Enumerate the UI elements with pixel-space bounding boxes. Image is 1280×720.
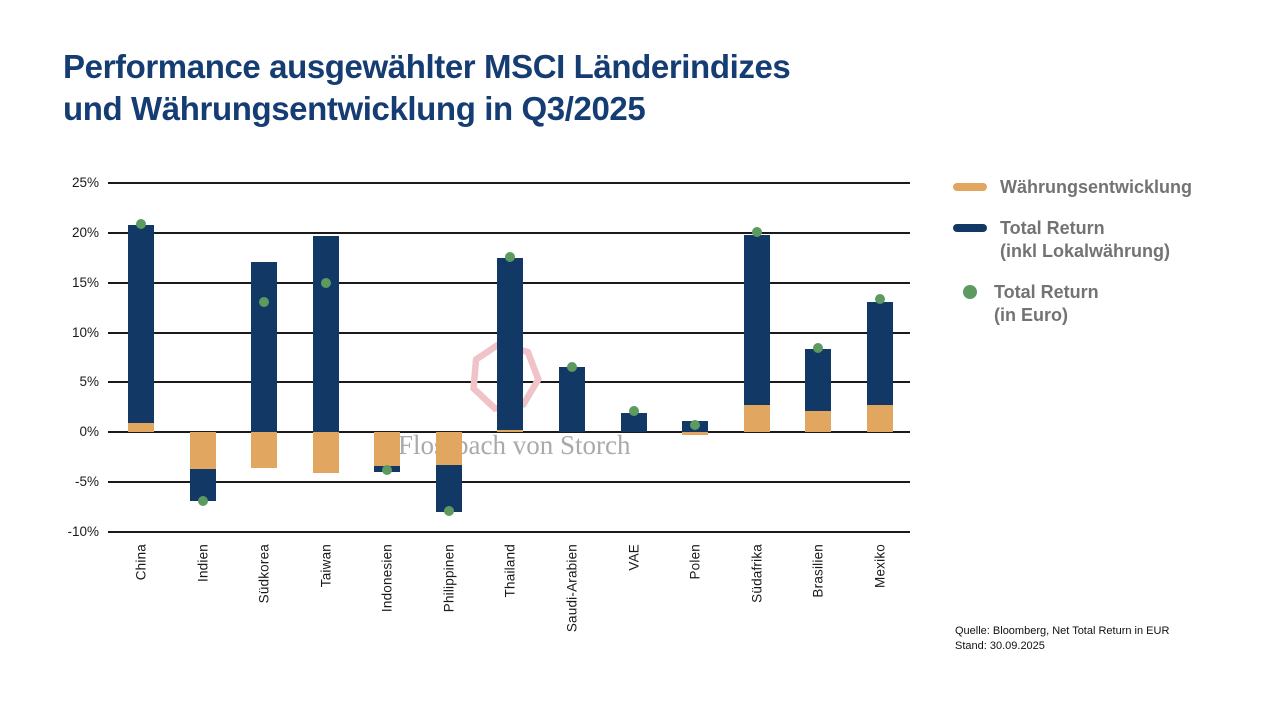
x-axis-label: Philippinen	[441, 544, 457, 613]
y-axis-label: 5%	[79, 374, 99, 390]
x-axis-label: Polen	[687, 544, 703, 580]
bar-segment-currency	[128, 423, 154, 433]
y-axis-label: 0%	[79, 424, 99, 440]
legend-label: Total Return (in Euro)	[994, 281, 1099, 327]
y-axis-label: 25%	[71, 175, 99, 190]
euro-return-dot	[813, 342, 824, 353]
x-axis-label: Südafrika	[749, 544, 765, 603]
y-axis-label: -10%	[67, 524, 99, 539]
bar-segment-total-return-local	[805, 348, 832, 412]
bar-segment-currency	[682, 432, 709, 436]
x-axis-label: China	[133, 544, 149, 581]
x-axis-label: VAE	[626, 544, 642, 571]
bar-segment-total-return-local	[620, 413, 647, 433]
euro-return-dot	[567, 362, 578, 373]
bar-segment-total-return-local	[497, 257, 524, 431]
legend-label-line1: Total Return	[1000, 218, 1105, 238]
y-axis-label: -5%	[74, 474, 99, 490]
gridline	[108, 182, 910, 184]
legend-item-total-return-local: Total Return (inkl Lokalwährung)	[953, 217, 1170, 263]
source-line2: Stand: 30.09.2025	[955, 640, 1045, 652]
gridline	[108, 481, 910, 484]
gridline	[108, 531, 910, 533]
x-axis-label: Thailand	[502, 544, 518, 598]
page-title: Performance ausgewählter MSCI Länderindi…	[63, 46, 791, 130]
x-axis-label: Saudi-Arabien	[564, 544, 580, 633]
euro-return-dot	[259, 296, 270, 307]
euro-return-dot-icon	[963, 285, 977, 299]
bar-segment-total-return-local	[435, 465, 462, 513]
legend-label-line2: (in Euro)	[994, 305, 1068, 325]
bar-segment-total-return-local	[251, 261, 278, 433]
bar-segment-total-return-local	[128, 224, 154, 424]
x-axis-label: Brasilien	[810, 544, 826, 598]
euro-return-dot	[443, 506, 454, 517]
bar-segment-total-return-local	[743, 234, 770, 406]
bar-segment-currency	[743, 405, 770, 433]
euro-return-dot	[320, 277, 331, 288]
euro-return-dot	[382, 465, 393, 476]
x-axis-label: Taiwan	[318, 544, 334, 588]
bar-segment-total-return-local	[559, 367, 586, 433]
bar-segment-total-return-local	[312, 235, 339, 433]
bar-segment-currency	[805, 411, 832, 433]
euro-return-dot	[136, 218, 146, 229]
total-return-swatch-icon	[953, 224, 987, 232]
bar-segment-currency	[866, 405, 893, 433]
euro-return-dot	[690, 420, 701, 431]
x-axis-label: Indonesien	[379, 544, 395, 613]
legend-item-currency: Währungsentwicklung	[953, 176, 1192, 199]
page-title-line1: Performance ausgewählter MSCI Länderindi…	[63, 48, 791, 85]
legend-label-line1: Total Return	[994, 282, 1099, 302]
bar-segment-currency	[435, 432, 462, 466]
bar-segment-total-return-local	[866, 301, 893, 406]
euro-return-dot	[874, 293, 885, 304]
legend-item-total-return-euro: Total Return (in Euro)	[953, 281, 1099, 327]
y-axis-label: 15%	[71, 274, 99, 290]
bar-segment-currency	[251, 432, 278, 469]
x-axis-label: Mexiko	[872, 544, 888, 588]
source-line1: Quelle: Bloomberg, Net Total Return in E…	[955, 625, 1170, 637]
bar-segment-currency	[189, 432, 216, 470]
bar-segment-total-return-local	[189, 469, 216, 502]
bar-segment-currency	[374, 432, 401, 467]
currency-swatch-icon	[953, 183, 987, 191]
source-note: Quelle: Bloomberg, Net Total Return in E…	[955, 624, 1169, 654]
legend-label-line2: (inkl Lokalwährung)	[1000, 241, 1171, 261]
gridline	[108, 431, 910, 434]
x-axis-label: Indien	[195, 544, 211, 582]
y-axis-label: 10%	[71, 324, 99, 340]
page-title-line2: und Währungsentwicklung in Q3/2025	[63, 90, 646, 127]
bar-segment-currency	[497, 430, 524, 433]
x-axis-label: Südkorea	[256, 544, 272, 604]
euro-return-dot	[197, 496, 208, 507]
legend-label: Währungsentwicklung	[1000, 177, 1193, 197]
bar-segment-currency	[312, 432, 339, 474]
euro-return-dot	[751, 226, 762, 237]
euro-return-dot	[505, 251, 516, 262]
y-axis-label: 20%	[71, 224, 99, 240]
legend-label: Total Return (inkl Lokalwährung)	[1000, 217, 1170, 263]
euro-return-dot	[628, 406, 639, 417]
watermark-text: Flossbach von Storch	[398, 430, 631, 460]
gridline	[108, 231, 910, 234]
